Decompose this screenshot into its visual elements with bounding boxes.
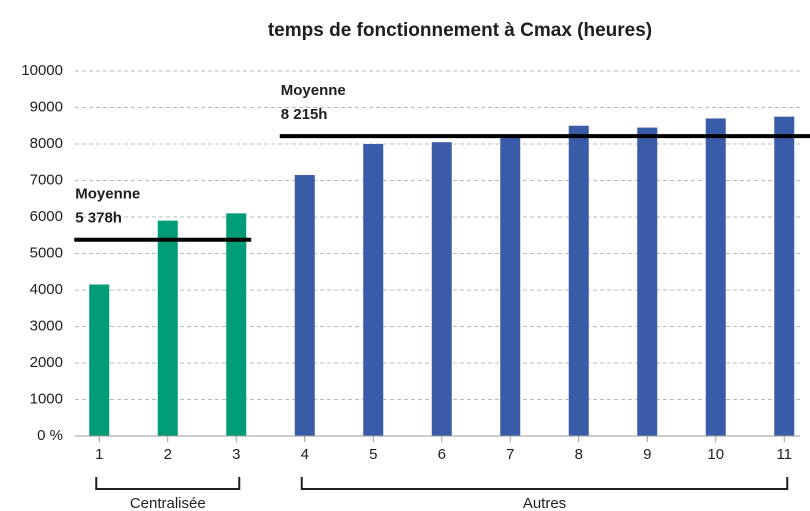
x-tick-label: 10 [707, 446, 724, 463]
x-tick-label: 8 [575, 446, 583, 463]
x-tick-label: 9 [643, 446, 651, 463]
bar [363, 144, 384, 436]
x-tick-label: 7 [506, 446, 514, 463]
bar [157, 220, 178, 436]
bar [294, 175, 315, 436]
y-tick-label: 7000 [30, 171, 63, 188]
y-tick-label: 2000 [30, 354, 63, 371]
y-tick-label: 6000 [30, 208, 63, 225]
bar [705, 118, 726, 436]
x-tick-label: 4 [301, 446, 309, 463]
y-tick-label: 4000 [30, 281, 63, 298]
y-tick-label: 3000 [30, 317, 63, 334]
chart-title: temps de fonctionnement à Cmax (heures) [268, 20, 652, 41]
mean-label: Moyenne [75, 186, 140, 203]
group-bracket [300, 477, 789, 490]
group-label: Autres [523, 495, 566, 511]
bar [226, 213, 247, 436]
x-tick-label: 6 [438, 446, 446, 463]
bar [431, 142, 452, 437]
x-tick-label: 11 [776, 446, 792, 463]
mean-label: Moyenne [281, 82, 346, 99]
y-tick-label: 5000 [30, 244, 63, 261]
x-tick-label: 5 [369, 446, 377, 463]
bar [89, 284, 110, 436]
bar [568, 125, 589, 436]
y-tick-label: 8000 [30, 135, 63, 152]
x-tick-label: 1 [95, 446, 103, 463]
group-bracket [95, 477, 241, 490]
group-label: Centralisée [130, 495, 206, 511]
mean-value-label: 5 378h [75, 210, 122, 227]
x-tick-label: 3 [232, 446, 240, 463]
bar [500, 136, 521, 436]
y-tick-label: 10000 [21, 62, 63, 79]
y-tick-label: 9000 [30, 98, 63, 115]
y-tick-label: 1000 [30, 390, 63, 407]
x-tick-label: 2 [164, 446, 172, 463]
bar [637, 127, 658, 436]
mean-value-label: 8 215h [281, 106, 328, 123]
y-tick-label: 0 % [37, 427, 63, 444]
bar [774, 116, 795, 436]
